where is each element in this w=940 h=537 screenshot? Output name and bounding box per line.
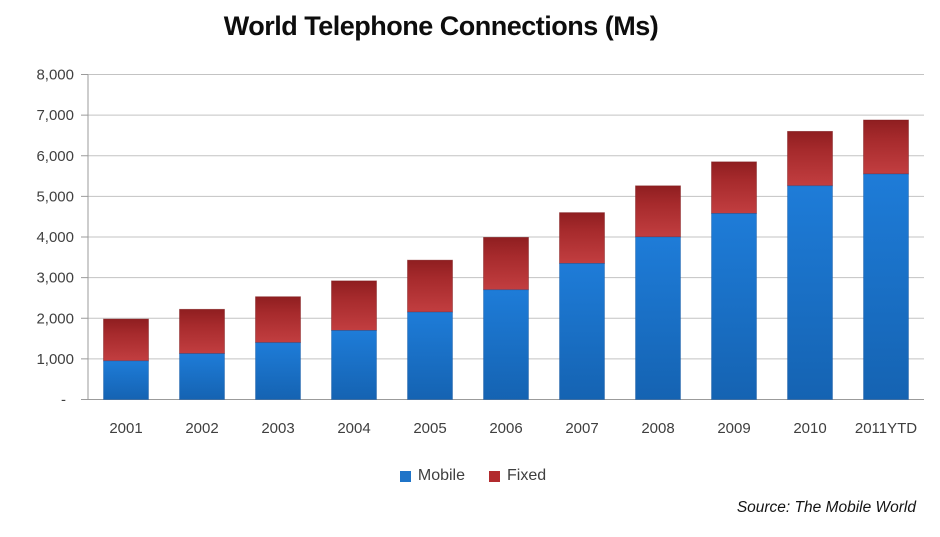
- x-axis-label: 2009: [717, 420, 750, 437]
- bar-2004-fixed: [331, 280, 377, 331]
- bar-2009-fixed: [711, 161, 757, 214]
- chart-title: World Telephone Connections (Ms): [223, 11, 659, 41]
- bar-2011YTD-fixed: [863, 119, 909, 175]
- x-axis-label: 2010: [793, 420, 826, 437]
- bar-2003-fixed: [255, 296, 301, 344]
- source-note: Source: The Mobile World: [736, 499, 916, 516]
- x-axis-label: 2005: [413, 420, 446, 437]
- bar-2007-fixed: [559, 212, 605, 264]
- bar-2008-mobile: [635, 236, 681, 400]
- bar-2003-mobile: [255, 342, 301, 400]
- bar-2010-mobile: [787, 185, 833, 400]
- bar-2002-fixed: [179, 308, 225, 354]
- y-axis-label: 5,000: [36, 188, 74, 205]
- y-axis-label: 6,000: [36, 148, 74, 165]
- bar-2010-fixed: [787, 130, 833, 187]
- bar-2004-mobile: [331, 330, 377, 400]
- bar-2007-mobile: [559, 263, 605, 400]
- bar-2006-fixed: [483, 237, 529, 291]
- mobile-legend-label: Mobile: [417, 467, 465, 484]
- bar-2005-fixed: [407, 259, 453, 313]
- x-axis-label: 2007: [565, 420, 598, 437]
- fixed-legend-swatch-icon: [489, 470, 500, 482]
- x-axis-label: 2006: [489, 420, 522, 437]
- legend-item-mobile: Mobile: [399, 467, 465, 485]
- x-axis-label: 2002: [185, 420, 218, 437]
- y-axis-label: 8,000: [36, 67, 74, 84]
- bar-2011YTD-mobile: [863, 173, 909, 400]
- y-axis-label: 7,000: [36, 107, 74, 124]
- x-axis-label: 2008: [641, 420, 674, 437]
- bar-2005-mobile: [407, 311, 453, 400]
- mobile-legend-swatch-icon: [399, 470, 411, 482]
- bar-2002-mobile: [179, 353, 225, 400]
- x-axis-label: 2001: [109, 420, 142, 437]
- bar-2001-fixed: [103, 318, 149, 362]
- x-axis-label: 2003: [261, 420, 294, 437]
- y-axis-label: 1,000: [36, 351, 74, 368]
- y-axis-label: 3,000: [36, 270, 74, 287]
- bar-2006-mobile: [483, 289, 529, 400]
- y-axis-label: 2,000: [36, 310, 74, 327]
- bar-2001-mobile: [103, 360, 149, 400]
- bar-2009-mobile: [711, 213, 757, 400]
- x-axis-label: 2004: [337, 420, 370, 437]
- y-axis-label: 4,000: [36, 229, 74, 246]
- fixed-legend-label: Fixed: [507, 467, 547, 484]
- x-axis-label: 2011YTD: [855, 420, 917, 437]
- legend-item-fixed: Fixed: [489, 467, 546, 485]
- chart-legend: Mobile Fixed: [0, 467, 940, 485]
- bar-2008-fixed: [635, 185, 681, 238]
- y-axis-label: -: [61, 392, 66, 409]
